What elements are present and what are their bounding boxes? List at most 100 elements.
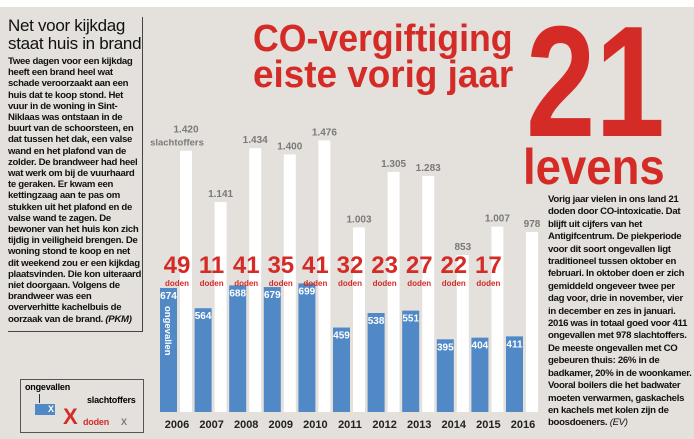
- ongevallen-value: 404: [472, 341, 489, 352]
- legend-gray-x: X: [121, 417, 127, 427]
- slachtoffers-caption: slachtoffers: [150, 138, 204, 149]
- sidebar-title: Net voor kijkdag staat huis in brand: [8, 16, 142, 53]
- slachtoffers-bar: [456, 255, 469, 412]
- doden-label: doden: [442, 279, 466, 288]
- headline-unit: levens: [523, 139, 665, 195]
- slachtoffers-bar: [353, 227, 365, 412]
- doden-label: doden: [303, 279, 327, 288]
- doden-value: 27: [406, 252, 433, 279]
- ongevallen-value: 688: [229, 288, 246, 299]
- slachtoffers-value: 1.305: [381, 159, 406, 170]
- slachtoffers-value: 1.420: [173, 125, 198, 136]
- doden-value: 35: [267, 252, 294, 279]
- ongevallen-bar: [436, 339, 454, 412]
- year-label: 2010: [303, 419, 327, 431]
- year-label: 2016: [511, 419, 535, 431]
- headline-number: 21: [526, 0, 665, 170]
- legend: ongevallen X X doden slachtoffers X: [20, 379, 144, 433]
- slachtoffers-value: 1.141: [208, 189, 233, 200]
- ongevallen-bar: [298, 283, 316, 412]
- legend-slachtoffers: slachtoffers: [87, 395, 136, 405]
- legend-leader: [39, 394, 40, 403]
- doden-value: 41: [233, 252, 260, 279]
- ongevallen-bar: [160, 287, 177, 412]
- ongevallen-bar: [194, 308, 212, 412]
- slachtoffers-bar: [283, 154, 296, 412]
- legend-blue-x: X: [48, 404, 54, 414]
- slachtoffers-bar: [491, 226, 504, 412]
- slachtoffers-bar: [249, 148, 262, 413]
- slachtoffers-value: 1.434: [243, 135, 268, 146]
- ongevallen-value: 459: [333, 331, 350, 342]
- headline-line1: CO-vergiftiging: [253, 18, 513, 60]
- year-label: 2012: [372, 419, 396, 431]
- ongevallen-value: 674: [160, 291, 177, 302]
- ongevallen-value: 411: [506, 339, 523, 350]
- doden-value: 49: [164, 252, 191, 279]
- main-article-credit: (EV): [609, 417, 628, 429]
- year-label: 2015: [476, 419, 500, 431]
- sidebar-credit: (PKM): [105, 313, 132, 325]
- ongevallen-value: 699: [299, 286, 316, 297]
- doden-value: 32: [337, 252, 364, 279]
- doden-value: 11: [199, 252, 224, 279]
- main-article: Vorig jaar vielen in ons land 21 doden d…: [548, 194, 692, 430]
- slachtoffers-value: 978: [524, 219, 541, 230]
- doden-value: 23: [371, 252, 398, 279]
- slachtoffers-value: 1.400: [277, 141, 302, 152]
- headline-line2: eiste vorig jaar: [253, 54, 514, 96]
- year-label: 2007: [199, 419, 223, 431]
- slachtoffers-bar: [526, 232, 538, 412]
- doden-label: doden: [200, 279, 224, 288]
- ongevallen-value: 679: [264, 290, 281, 301]
- slachtoffers-bar: [422, 175, 435, 412]
- ongevallen-value: 538: [368, 316, 385, 327]
- doden-label: doden: [407, 279, 431, 288]
- doden-label: doden: [373, 279, 397, 288]
- main-article-body: Vorig jaar vielen in ons land 21 doden d…: [548, 194, 692, 429]
- ongevallen-bar: [402, 310, 420, 412]
- slachtoffers-value: 1.007: [485, 214, 510, 225]
- year-label: 2013: [407, 419, 431, 431]
- ongevallen-bar: [471, 337, 489, 412]
- ongevallen-value: 395: [437, 342, 454, 353]
- ongevallen-value: 564: [195, 311, 212, 322]
- year-label: 2011: [338, 419, 362, 431]
- legend-red-x: X: [63, 404, 78, 429]
- doden-value: 22: [440, 252, 467, 279]
- slachtoffers-bar: [214, 202, 227, 412]
- slachtoffers-value: 1.003: [346, 214, 371, 225]
- ongevallen-caption: ongevallen: [162, 306, 173, 356]
- doden-value: 41: [302, 252, 329, 279]
- legend-doden: doden: [83, 417, 109, 427]
- slachtoffers-bar: [180, 150, 192, 412]
- ongevallen-bar: [333, 327, 350, 412]
- ongevallen-value: 551: [402, 314, 419, 325]
- doden-value: 17: [475, 252, 502, 279]
- sidebar-article: Net voor kijkdag staat huis in brand Twe…: [8, 17, 143, 332]
- year-label: 2008: [234, 419, 258, 431]
- legend-blue-swatch: [35, 404, 55, 415]
- ongevallen-bar: [367, 313, 385, 412]
- slachtoffers-bar: [318, 140, 331, 412]
- sidebar-body-text: Twee dagen voor een kijkdag heeft een br…: [8, 56, 142, 325]
- year-label: 2006: [165, 419, 189, 431]
- legend-ongevallen: ongevallen: [25, 382, 71, 392]
- ongevallen-bar: [263, 287, 281, 412]
- ongevallen-bar: [506, 336, 523, 412]
- doden-label: doden: [234, 279, 258, 288]
- slachtoffers-value: 853: [454, 242, 471, 253]
- bar-chart: 6741.420200649dodenslachtoffersongevalle…: [150, 125, 541, 431]
- slachtoffers-bar: [387, 171, 400, 412]
- doden-label: doden: [165, 279, 189, 288]
- doden-label: doden: [476, 279, 500, 288]
- sidebar-body: Twee dagen voor een kijkdag heeft een br…: [8, 56, 142, 325]
- slachtoffers-value: 1.476: [312, 127, 337, 138]
- slachtoffers-value: 1.283: [416, 163, 441, 174]
- doden-label: doden: [338, 279, 362, 288]
- ongevallen-bar: [229, 285, 247, 412]
- doden-label: doden: [269, 279, 293, 288]
- year-label: 2014: [442, 419, 467, 431]
- year-label: 2009: [269, 419, 293, 431]
